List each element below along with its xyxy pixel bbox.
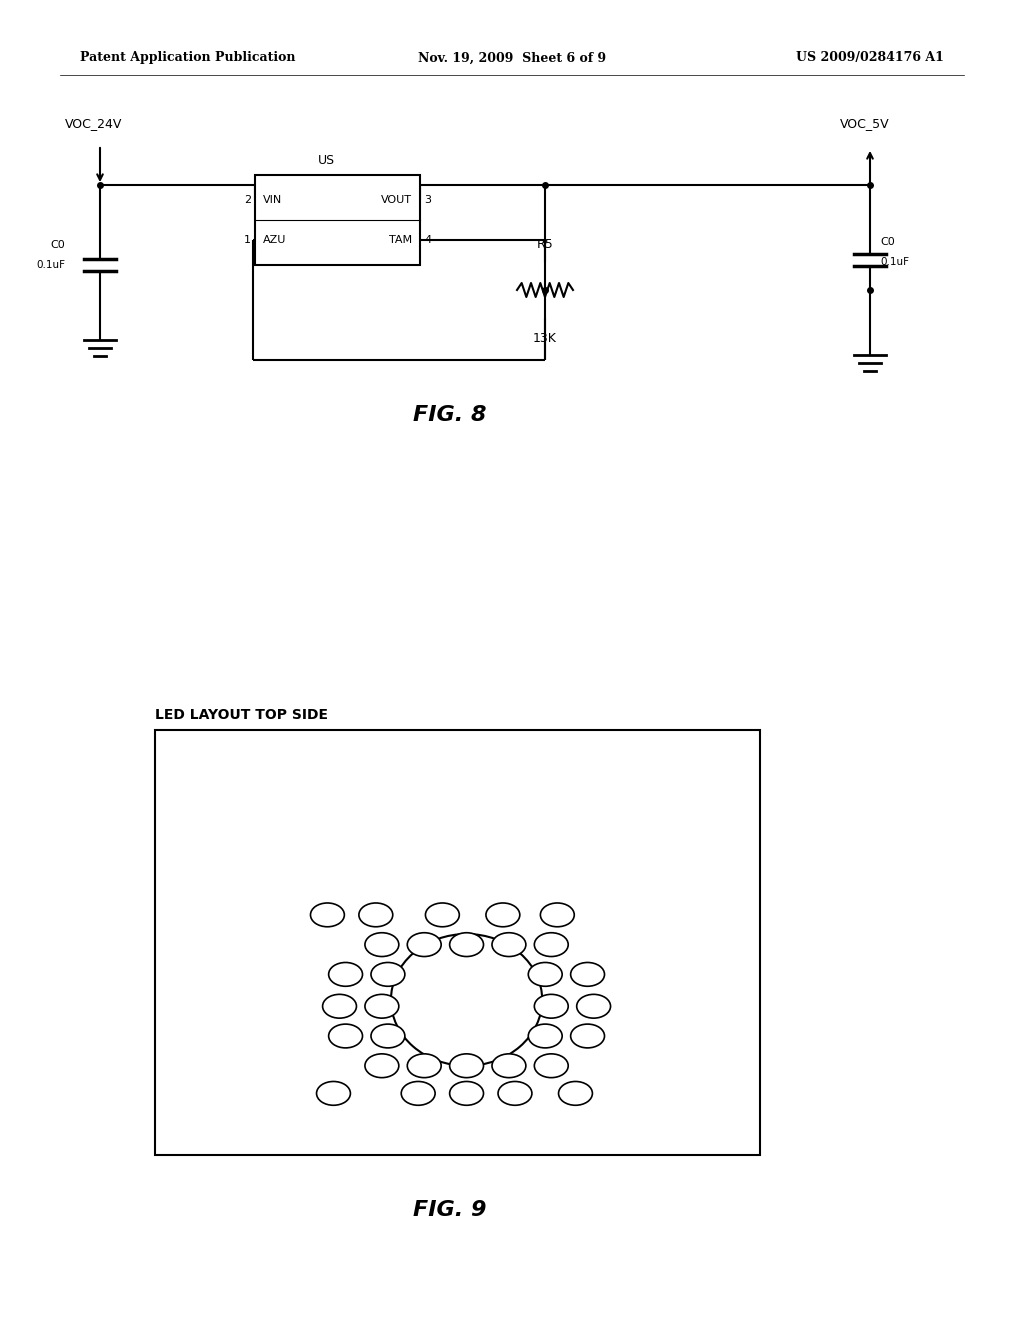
Text: FIG. 8: FIG. 8 bbox=[414, 405, 486, 425]
Text: 2: 2 bbox=[244, 195, 251, 205]
Text: 0.1uF: 0.1uF bbox=[880, 257, 909, 267]
Ellipse shape bbox=[577, 994, 610, 1018]
Ellipse shape bbox=[535, 933, 568, 957]
Text: VOC_5V: VOC_5V bbox=[840, 117, 890, 129]
Text: 13K: 13K bbox=[534, 331, 557, 345]
Text: AZU: AZU bbox=[263, 235, 287, 244]
Text: TAM: TAM bbox=[389, 235, 412, 244]
Text: Nov. 19, 2009  Sheet 6 of 9: Nov. 19, 2009 Sheet 6 of 9 bbox=[418, 51, 606, 65]
Ellipse shape bbox=[492, 933, 526, 957]
Ellipse shape bbox=[391, 935, 542, 1065]
Ellipse shape bbox=[358, 903, 393, 927]
Ellipse shape bbox=[570, 962, 604, 986]
Ellipse shape bbox=[535, 1053, 568, 1077]
Ellipse shape bbox=[365, 933, 398, 957]
Text: FIG. 9: FIG. 9 bbox=[414, 1200, 486, 1220]
Ellipse shape bbox=[492, 1053, 526, 1077]
Text: C0: C0 bbox=[880, 238, 895, 247]
Ellipse shape bbox=[371, 1024, 404, 1048]
Ellipse shape bbox=[570, 1024, 604, 1048]
Bar bbox=[255, 176, 420, 265]
Text: 4: 4 bbox=[424, 235, 431, 244]
Ellipse shape bbox=[371, 962, 404, 986]
Text: VOC_24V: VOC_24V bbox=[65, 117, 123, 129]
Ellipse shape bbox=[323, 994, 356, 1018]
Ellipse shape bbox=[486, 903, 520, 927]
Text: LED LAYOUT TOP SIDE: LED LAYOUT TOP SIDE bbox=[155, 708, 328, 722]
Ellipse shape bbox=[408, 933, 441, 957]
Ellipse shape bbox=[329, 962, 362, 986]
Text: US: US bbox=[317, 154, 335, 168]
Text: 0.1uF: 0.1uF bbox=[36, 260, 65, 271]
Text: US 2009/0284176 A1: US 2009/0284176 A1 bbox=[796, 51, 944, 65]
Ellipse shape bbox=[450, 1053, 483, 1077]
Ellipse shape bbox=[316, 1081, 350, 1105]
Bar bbox=[155, 730, 760, 1155]
Ellipse shape bbox=[450, 1081, 483, 1105]
Ellipse shape bbox=[365, 994, 398, 1018]
Ellipse shape bbox=[450, 933, 483, 957]
Text: 1: 1 bbox=[244, 235, 251, 244]
Ellipse shape bbox=[535, 994, 568, 1018]
Text: R5: R5 bbox=[537, 239, 553, 252]
Ellipse shape bbox=[541, 903, 574, 927]
Ellipse shape bbox=[310, 903, 344, 927]
Ellipse shape bbox=[329, 1024, 362, 1048]
Text: VOUT: VOUT bbox=[381, 195, 412, 205]
Text: Patent Application Publication: Patent Application Publication bbox=[80, 51, 296, 65]
Ellipse shape bbox=[498, 1081, 531, 1105]
Ellipse shape bbox=[528, 1024, 562, 1048]
Text: 3: 3 bbox=[424, 195, 431, 205]
Ellipse shape bbox=[401, 1081, 435, 1105]
Ellipse shape bbox=[365, 1053, 398, 1077]
Ellipse shape bbox=[408, 1053, 441, 1077]
Ellipse shape bbox=[528, 962, 562, 986]
Text: VIN: VIN bbox=[263, 195, 283, 205]
Ellipse shape bbox=[558, 1081, 593, 1105]
Ellipse shape bbox=[425, 903, 460, 927]
Text: C0: C0 bbox=[50, 240, 65, 249]
